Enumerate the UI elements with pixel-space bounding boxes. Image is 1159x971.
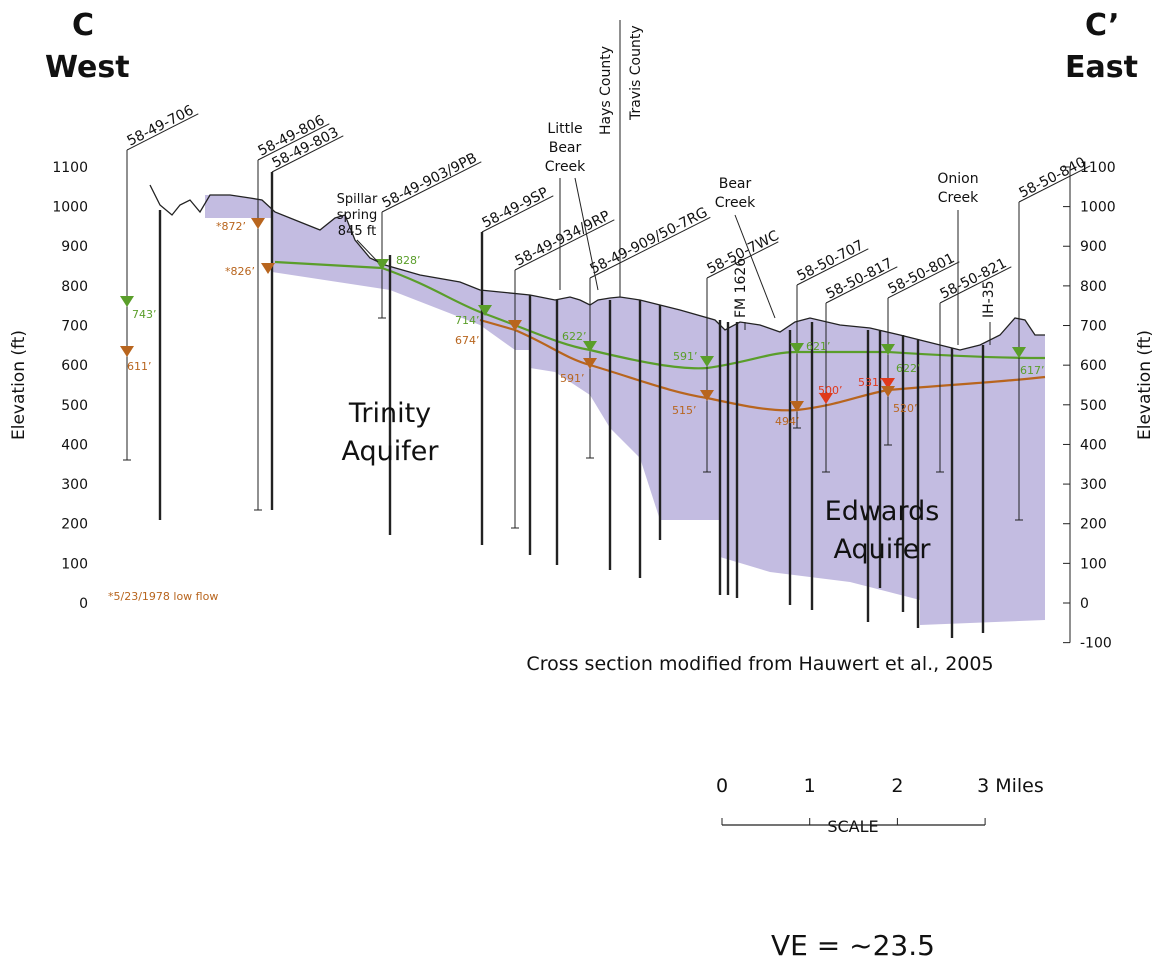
scale-label: 0 (716, 775, 728, 797)
y-tick-label: 100 (61, 556, 88, 572)
feature-label: Spillar (337, 192, 378, 207)
y-tick-label: 1100 (1080, 160, 1116, 176)
section-letter: C (72, 8, 94, 43)
water-level-label: 515’ (672, 404, 697, 417)
feature-label: Onion (937, 171, 978, 187)
water-level-marker (251, 218, 265, 229)
y-tick-label: 700 (61, 319, 88, 335)
aquifer-label: Aquifer (342, 436, 440, 467)
y-tick-label: 0 (1080, 596, 1089, 612)
footnote: *5/23/1978 low flow (108, 590, 218, 603)
aquifer-label: Edwards (825, 496, 940, 527)
y-tick-label: 200 (61, 517, 88, 533)
scale-label: 3 Miles (977, 775, 1044, 797)
cross-section: 58-49-70658-49-80658-49-80358-49-903/9PB… (0, 0, 1159, 971)
scale-bar: 0 1 2 3 Miles (716, 775, 1044, 825)
water-level-label: 611’ (127, 360, 152, 373)
y-tick-label: 0 (79, 596, 88, 612)
y-tick-label: 500 (61, 398, 88, 414)
water-level-label: 591’ (560, 372, 585, 385)
y-tick-label: 900 (1080, 239, 1107, 255)
source-note: Cross section modified from Hauwert et a… (526, 653, 993, 675)
feature-label: Bear (549, 140, 582, 156)
water-level-label: 591’ (673, 350, 698, 363)
aquifer-label: Aquifer (834, 534, 932, 565)
county-label: Travis County (628, 25, 644, 121)
y-tick-label: 300 (61, 477, 88, 493)
water-level-label: 714’ (455, 314, 480, 327)
water-level-marker (120, 296, 134, 307)
well-label: 58-49-903/9PB (380, 150, 480, 212)
feature-label: Little (547, 121, 582, 137)
y-tick-label: 600 (61, 358, 88, 374)
axis-title: Elevation (ft) (1135, 330, 1155, 440)
water-level-label: *872’ (216, 220, 246, 233)
feature-label: Creek (715, 195, 756, 211)
feature-label: spring (337, 208, 377, 223)
water-level-label: 743’ (132, 308, 157, 321)
scale-title: SCALE (827, 817, 878, 836)
water-level-label: *826’ (225, 265, 255, 278)
y-tick-label: 1100 (52, 160, 88, 176)
y-tick-label: 300 (1080, 477, 1107, 493)
axis-title: Elevation (ft) (9, 330, 29, 440)
water-level-label: 494’ (775, 415, 800, 428)
y-tick-label: 800 (1080, 279, 1107, 295)
y-tick-label: 500 (1080, 398, 1107, 414)
road-label: IH-35 (981, 280, 997, 318)
county-label: Hays County (598, 46, 614, 135)
direction: West (45, 50, 130, 85)
water-level-label: 622’ (562, 330, 587, 343)
feature-label: 845 ft (338, 224, 376, 239)
scale-label: 2 (891, 775, 903, 797)
water-level-marker (120, 346, 134, 357)
y-tick-label: 600 (1080, 358, 1107, 374)
y-tick-label: -100 (1080, 636, 1112, 652)
feature-label: Creek (545, 159, 586, 175)
water-level-label: 828’ (396, 254, 421, 267)
water-level-label: 500’ (818, 384, 843, 397)
direction: East (1065, 50, 1138, 85)
y-tick-label: 1000 (1080, 200, 1116, 216)
y-tick-label: 900 (61, 239, 88, 255)
feature-label: Creek (938, 190, 979, 206)
section-letter: C’ (1085, 8, 1120, 43)
water-level-label: 674’ (455, 334, 480, 347)
vertical-exaggeration: VE = ~23.5 (771, 929, 935, 962)
y-tick-label: 100 (1080, 556, 1107, 572)
water-level-label: 520’ (893, 402, 918, 415)
y-tick-label: 1000 (52, 200, 88, 216)
well-label: 58-49-9SP (480, 185, 551, 232)
y-tick-label: 200 (1080, 517, 1107, 533)
water-level-label: 622’ (896, 362, 921, 375)
feature-label: Bear (719, 176, 752, 192)
y-tick-label: 400 (1080, 437, 1107, 453)
y-tick-label: 700 (1080, 319, 1107, 335)
water-level-label: 617’ (1020, 364, 1045, 377)
aquifer-label: Trinity (348, 398, 431, 429)
well-label: 58-50-840 (1017, 154, 1089, 201)
well-label: 58-49-706 (125, 102, 197, 149)
water-level-label: 621’ (806, 340, 831, 353)
y-tick-label: 400 (61, 437, 88, 453)
y-tick-label: 800 (61, 279, 88, 295)
scale-label: 1 (804, 775, 816, 797)
road-label: FM 1626 (733, 258, 749, 318)
water-level-label: 531’ (858, 376, 883, 389)
